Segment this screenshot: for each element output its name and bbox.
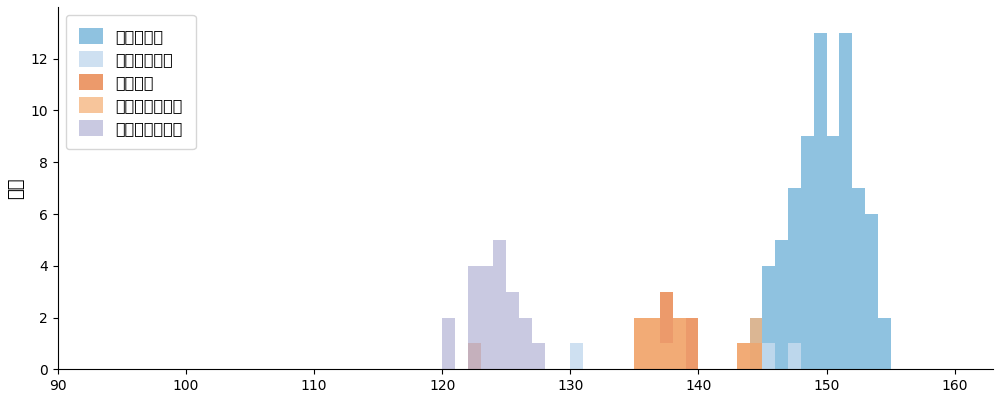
Bar xyxy=(814,33,827,369)
Bar xyxy=(634,318,647,369)
Bar xyxy=(673,318,686,369)
Bar xyxy=(801,136,814,369)
Bar xyxy=(481,266,493,369)
Y-axis label: 球数: 球数 xyxy=(7,177,25,199)
Bar xyxy=(762,344,775,369)
Bar xyxy=(660,344,673,369)
Bar xyxy=(737,344,750,369)
Bar xyxy=(660,292,673,369)
Bar xyxy=(750,344,762,369)
Bar xyxy=(673,318,686,369)
Bar xyxy=(839,33,852,369)
Bar xyxy=(442,318,455,369)
Bar xyxy=(532,344,545,369)
Bar xyxy=(647,318,660,369)
Bar xyxy=(737,344,750,369)
Bar xyxy=(775,240,788,369)
Bar xyxy=(827,136,839,369)
Bar xyxy=(468,266,481,369)
Bar xyxy=(750,318,762,369)
Bar xyxy=(468,344,481,369)
Legend: ストレート, カットボール, フォーク, チェンジアップ, ナックルカーブ: ストレート, カットボール, フォーク, チェンジアップ, ナックルカーブ xyxy=(66,15,196,149)
Bar xyxy=(634,318,647,369)
Bar xyxy=(493,240,506,369)
Bar xyxy=(519,318,532,369)
Bar xyxy=(865,214,878,369)
Bar xyxy=(878,318,891,369)
Bar xyxy=(686,318,698,369)
Bar xyxy=(750,318,762,369)
Bar xyxy=(762,266,775,369)
Bar xyxy=(647,318,660,369)
Bar xyxy=(570,344,583,369)
Bar xyxy=(788,188,801,369)
Bar xyxy=(788,344,801,369)
Bar xyxy=(506,292,519,369)
Bar xyxy=(852,188,865,369)
